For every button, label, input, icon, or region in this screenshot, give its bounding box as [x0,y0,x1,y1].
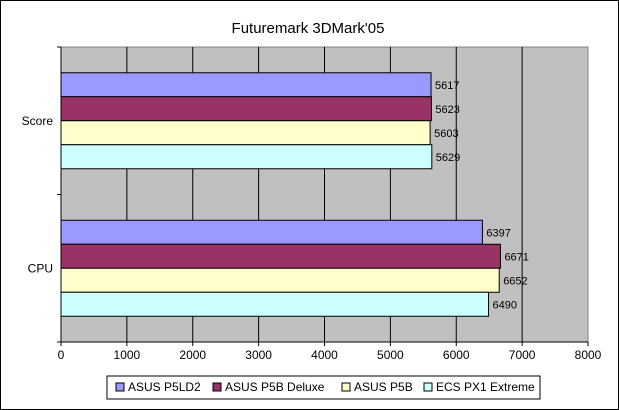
bar-score-1 [60,72,432,98]
bars [60,72,501,317]
legend-swatch [341,382,351,392]
x-axis: 0 1000 2000 3000 4000 5000 6000 7000 8000 [58,341,602,362]
value-label: 6490 [493,299,517,311]
x-tick-label: 8000 [575,348,602,362]
legend-label: ASUS P5B [354,380,413,394]
value-label: 5603 [434,128,458,140]
legend-label: ASUS P5B Deluxe [225,380,325,394]
x-tick-label: 6000 [443,348,470,362]
legend-swatch [115,382,125,392]
x-tick-label: 0 [58,348,65,362]
y-axis: Score CPU [22,46,62,343]
x-tick-label: 5000 [377,348,404,362]
legend-label: ECS PX1 Extreme [436,380,535,394]
x-tick-label: 2000 [179,348,206,362]
bar-cpu-1 [60,219,483,245]
x-tick-label: 3000 [245,348,272,362]
category-label-cpu: CPU [28,261,53,275]
value-label: 6671 [504,251,528,263]
x-tick-label: 7000 [509,348,536,362]
legend-swatch [212,382,222,392]
legend-label: ASUS P5LD2 [128,380,201,394]
chart-title: Futuremark 3DMark'05 [232,20,385,37]
value-label: 5617 [435,80,459,92]
x-tick-label: 4000 [311,348,338,362]
legend: ASUS P5LD2 ASUS P5B Deluxe ASUS P5B ECS PX1… [106,375,541,400]
bar-cpu-3 [60,267,500,293]
bar-score-2 [60,96,432,122]
legend-swatch [423,382,433,392]
value-label: 6652 [503,275,527,287]
value-labels: 5617 5623 5603 5629 6397 6671 6652 6490 [434,80,529,312]
bar-score-4 [60,144,433,170]
value-label: 5623 [435,104,459,116]
bar-cpu-2 [60,243,501,269]
bar-cpu-4 [60,291,490,317]
x-tick-label: 1000 [114,348,141,362]
legend-box [106,375,541,400]
value-label: 5629 [436,152,460,164]
bar-score-3 [60,120,431,146]
value-label: 6397 [486,227,510,239]
category-label-score: Score [22,114,54,128]
